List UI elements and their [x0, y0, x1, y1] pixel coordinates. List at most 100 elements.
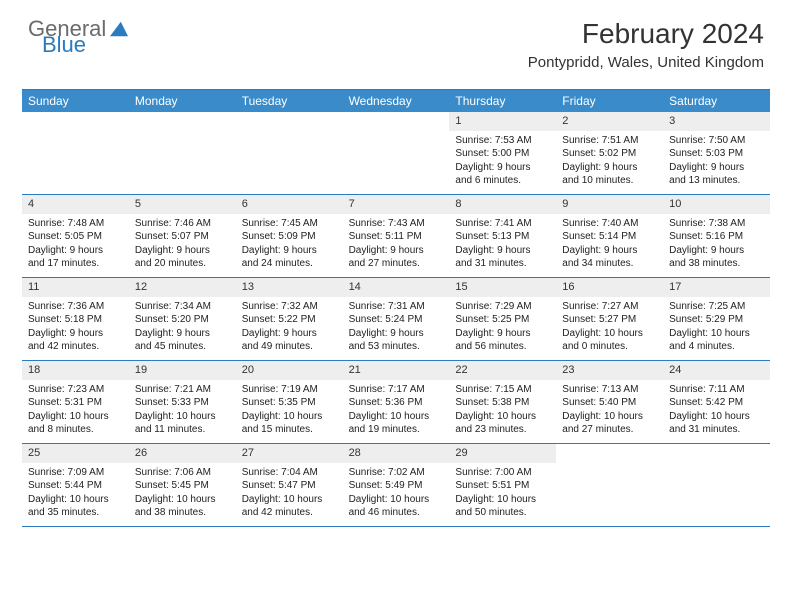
day-header-cell: Wednesday: [343, 90, 450, 112]
detail-line: Daylight: 9 hours: [135, 244, 230, 258]
detail-line: Sunset: 5:22 PM: [242, 313, 337, 327]
week-row: 1Sunrise: 7:53 AMSunset: 5:00 PMDaylight…: [22, 112, 770, 195]
detail-line: and 42 minutes.: [242, 506, 337, 520]
day-cell: 22Sunrise: 7:15 AMSunset: 5:38 PMDayligh…: [449, 361, 556, 443]
detail-line: and 35 minutes.: [28, 506, 123, 520]
day-details: Sunrise: 7:15 AMSunset: 5:38 PMDaylight:…: [449, 380, 556, 442]
day-number: 12: [129, 278, 236, 297]
day-cell: 5Sunrise: 7:46 AMSunset: 5:07 PMDaylight…: [129, 195, 236, 277]
detail-line: Sunset: 5:16 PM: [669, 230, 764, 244]
day-header-cell: Sunday: [22, 90, 129, 112]
detail-line: and 38 minutes.: [135, 506, 230, 520]
detail-line: Sunset: 5:27 PM: [562, 313, 657, 327]
logo-text-blue: Blue: [42, 34, 86, 56]
day-details: Sunrise: 7:34 AMSunset: 5:20 PMDaylight:…: [129, 297, 236, 359]
empty-cell: [343, 112, 450, 194]
detail-line: Daylight: 9 hours: [669, 244, 764, 258]
detail-line: Sunset: 5:40 PM: [562, 396, 657, 410]
day-cell: 23Sunrise: 7:13 AMSunset: 5:40 PMDayligh…: [556, 361, 663, 443]
day-cell: 27Sunrise: 7:04 AMSunset: 5:47 PMDayligh…: [236, 444, 343, 526]
detail-line: Sunrise: 7:51 AM: [562, 134, 657, 148]
day-cell: 3Sunrise: 7:50 AMSunset: 5:03 PMDaylight…: [663, 112, 770, 194]
day-details: Sunrise: 7:36 AMSunset: 5:18 PMDaylight:…: [22, 297, 129, 359]
detail-line: and 10 minutes.: [562, 174, 657, 188]
day-number: 5: [129, 195, 236, 214]
day-details: Sunrise: 7:40 AMSunset: 5:14 PMDaylight:…: [556, 214, 663, 276]
day-cell: 25Sunrise: 7:09 AMSunset: 5:44 PMDayligh…: [22, 444, 129, 526]
day-header-cell: Tuesday: [236, 90, 343, 112]
day-cell: 4Sunrise: 7:48 AMSunset: 5:05 PMDaylight…: [22, 195, 129, 277]
detail-line: and 15 minutes.: [242, 423, 337, 437]
detail-line: Sunrise: 7:34 AM: [135, 300, 230, 314]
day-cell: 24Sunrise: 7:11 AMSunset: 5:42 PMDayligh…: [663, 361, 770, 443]
day-details: Sunrise: 7:21 AMSunset: 5:33 PMDaylight:…: [129, 380, 236, 442]
detail-line: Sunrise: 7:40 AM: [562, 217, 657, 231]
day-number: 11: [22, 278, 129, 297]
detail-line: Sunrise: 7:15 AM: [455, 383, 550, 397]
detail-line: Sunrise: 7:32 AM: [242, 300, 337, 314]
day-cell: 14Sunrise: 7:31 AMSunset: 5:24 PMDayligh…: [343, 278, 450, 360]
day-number: 13: [236, 278, 343, 297]
detail-line: Sunset: 5:09 PM: [242, 230, 337, 244]
detail-line: and 46 minutes.: [349, 506, 444, 520]
day-details: Sunrise: 7:32 AMSunset: 5:22 PMDaylight:…: [236, 297, 343, 359]
detail-line: Daylight: 9 hours: [28, 327, 123, 341]
detail-line: Daylight: 10 hours: [562, 327, 657, 341]
detail-line: Daylight: 10 hours: [28, 493, 123, 507]
detail-line: Daylight: 10 hours: [669, 327, 764, 341]
detail-line: Sunset: 5:31 PM: [28, 396, 123, 410]
detail-line: Daylight: 10 hours: [349, 493, 444, 507]
detail-line: Sunset: 5:51 PM: [455, 479, 550, 493]
empty-cell: [22, 112, 129, 194]
week-row: 18Sunrise: 7:23 AMSunset: 5:31 PMDayligh…: [22, 361, 770, 444]
detail-line: Daylight: 10 hours: [242, 493, 337, 507]
day-details: Sunrise: 7:23 AMSunset: 5:31 PMDaylight:…: [22, 380, 129, 442]
detail-line: Daylight: 10 hours: [455, 493, 550, 507]
title-block: February 2024 Pontypridd, Wales, United …: [528, 18, 764, 71]
day-number: 10: [663, 195, 770, 214]
detail-line: Sunset: 5:03 PM: [669, 147, 764, 161]
detail-line: Sunset: 5:38 PM: [455, 396, 550, 410]
day-cell: 1Sunrise: 7:53 AMSunset: 5:00 PMDaylight…: [449, 112, 556, 194]
month-title: February 2024: [528, 18, 764, 50]
day-number: 28: [343, 444, 450, 463]
day-number: 17: [663, 278, 770, 297]
day-number: 29: [449, 444, 556, 463]
detail-line: and 24 minutes.: [242, 257, 337, 271]
header: General Blue February 2024 Pontypridd, W…: [0, 0, 792, 79]
day-details: Sunrise: 7:53 AMSunset: 5:00 PMDaylight:…: [449, 131, 556, 193]
detail-line: Sunset: 5:25 PM: [455, 313, 550, 327]
detail-line: Sunrise: 7:06 AM: [135, 466, 230, 480]
day-cell: 28Sunrise: 7:02 AMSunset: 5:49 PMDayligh…: [343, 444, 450, 526]
detail-line: and 8 minutes.: [28, 423, 123, 437]
day-details: Sunrise: 7:17 AMSunset: 5:36 PMDaylight:…: [343, 380, 450, 442]
day-details: Sunrise: 7:46 AMSunset: 5:07 PMDaylight:…: [129, 214, 236, 276]
day-cell: 7Sunrise: 7:43 AMSunset: 5:11 PMDaylight…: [343, 195, 450, 277]
detail-line: Sunset: 5:44 PM: [28, 479, 123, 493]
day-number: 19: [129, 361, 236, 380]
day-cell: 10Sunrise: 7:38 AMSunset: 5:16 PMDayligh…: [663, 195, 770, 277]
detail-line: Sunset: 5:24 PM: [349, 313, 444, 327]
detail-line: Daylight: 9 hours: [349, 244, 444, 258]
detail-line: and 53 minutes.: [349, 340, 444, 354]
detail-line: Sunset: 5:36 PM: [349, 396, 444, 410]
day-details: Sunrise: 7:31 AMSunset: 5:24 PMDaylight:…: [343, 297, 450, 359]
detail-line: and 45 minutes.: [135, 340, 230, 354]
detail-line: Sunset: 5:33 PM: [135, 396, 230, 410]
detail-line: Daylight: 9 hours: [455, 244, 550, 258]
detail-line: and 19 minutes.: [349, 423, 444, 437]
detail-line: Sunrise: 7:11 AM: [669, 383, 764, 397]
detail-line: Daylight: 9 hours: [455, 327, 550, 341]
detail-line: and 49 minutes.: [242, 340, 337, 354]
detail-line: Sunrise: 7:48 AM: [28, 217, 123, 231]
day-number: 14: [343, 278, 450, 297]
day-number: 22: [449, 361, 556, 380]
day-details: Sunrise: 7:11 AMSunset: 5:42 PMDaylight:…: [663, 380, 770, 442]
day-details: Sunrise: 7:09 AMSunset: 5:44 PMDaylight:…: [22, 463, 129, 525]
detail-line: Sunrise: 7:19 AM: [242, 383, 337, 397]
detail-line: and 42 minutes.: [28, 340, 123, 354]
detail-line: Sunrise: 7:00 AM: [455, 466, 550, 480]
day-cell: 6Sunrise: 7:45 AMSunset: 5:09 PMDaylight…: [236, 195, 343, 277]
day-number: 3: [663, 112, 770, 131]
day-number: 4: [22, 195, 129, 214]
